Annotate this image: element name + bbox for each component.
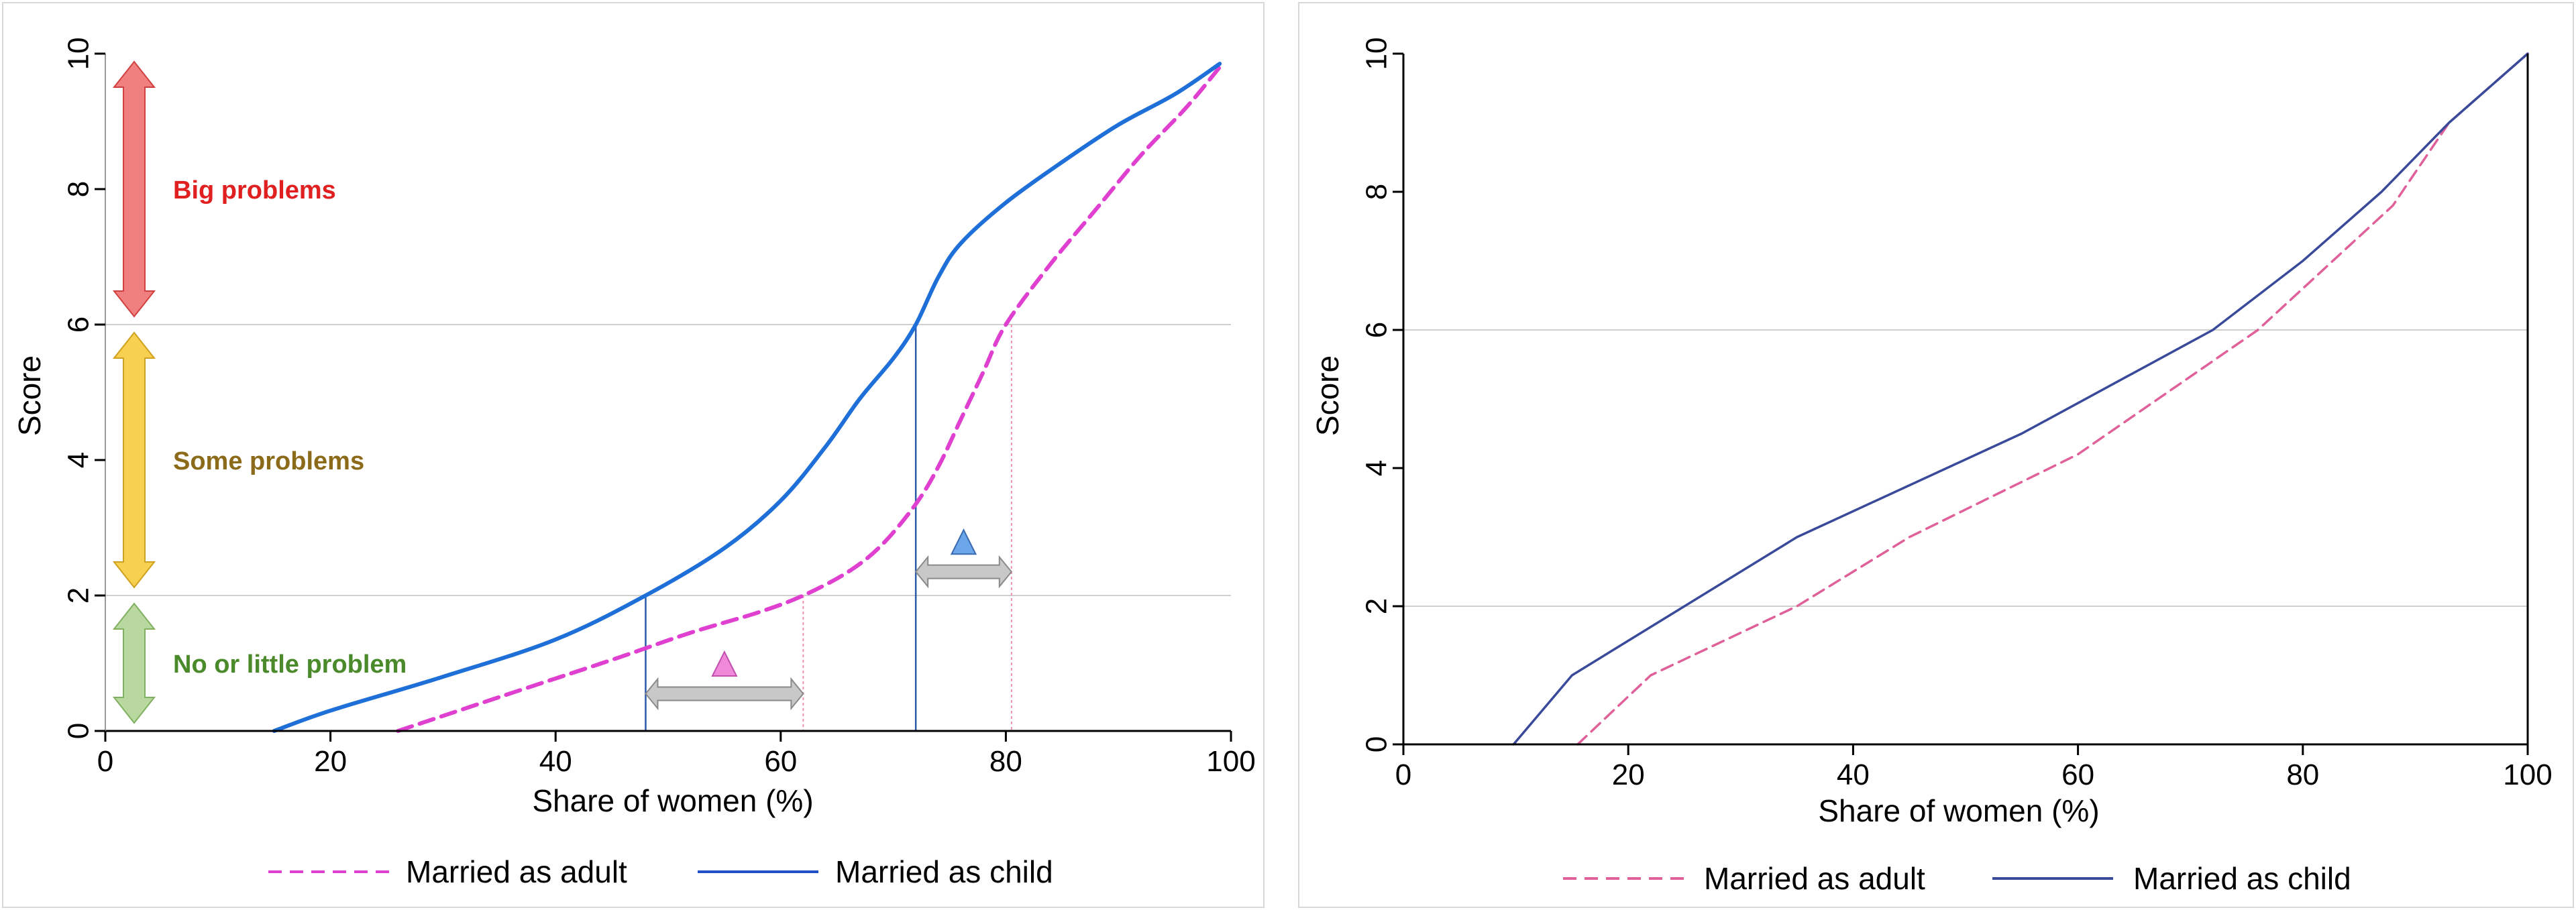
x-tick-label: 60 (764, 745, 797, 778)
series-line-married-as-child (272, 62, 1222, 733)
band-arrow-some-problems (112, 331, 156, 589)
right-legend: Married as adult Married as child (1563, 861, 2351, 896)
y-tick-label: 0 (62, 723, 95, 739)
left-legend: Married as adult Married as child (268, 854, 1053, 889)
series-line-married-as-adult (396, 65, 1222, 733)
left-axes: 0 20 40 60 80 100 0 2 4 6 8 10 (62, 38, 1256, 778)
y-tick-label: 10 (1360, 38, 1393, 70)
right-chart-frame (1298, 2, 2574, 908)
gap-arrow-score-6 (914, 555, 1013, 589)
x-tick-label: 40 (539, 745, 572, 778)
y-tick-label: 4 (1360, 460, 1393, 476)
gap-marker-blue-icon (950, 528, 977, 555)
y-tick-label: 8 (62, 181, 95, 197)
y-tick-label: 4 (62, 452, 95, 468)
left-annotations (645, 528, 1013, 711)
x-tick-label: 60 (2061, 758, 2094, 791)
x-tick-label: 20 (1612, 758, 1645, 791)
right-chart: 0 20 40 60 80 100 0 2 4 6 8 10 Share of women (%) S… (1298, 2, 2574, 908)
series-line-married-as-adult (1576, 52, 2529, 746)
x-tick-label: 0 (1395, 758, 1411, 791)
left-x-axis-title: Share of women (%) (532, 783, 813, 818)
legend-label-adult: Married as adult (1704, 861, 1925, 896)
band-arrow-no-or-little-problem (112, 602, 156, 724)
x-tick-label: 0 (97, 745, 113, 778)
legend-label-child: Married as child (2133, 861, 2351, 896)
x-tick-label: 80 (989, 745, 1022, 778)
right-series-lines (1512, 52, 2529, 746)
y-tick-label: 10 (62, 38, 95, 70)
x-tick-label: 40 (1837, 758, 1870, 791)
left-y-axis-title: Score (12, 355, 47, 436)
y-tick-label: 8 (1360, 184, 1393, 200)
x-tick-label: 100 (2503, 758, 2552, 791)
right-gridlines (1403, 329, 2528, 607)
right-x-axis-title: Share of women (%) (1818, 793, 2099, 828)
x-tick-label: 80 (2286, 758, 2319, 791)
left-series-lines (272, 62, 1222, 733)
series-line-married-as-child (1512, 52, 2529, 746)
gap-arrow-score-2 (645, 677, 804, 711)
band-label-no-or-little-problem: No or little problem (173, 650, 407, 679)
band-label-big-problems: Big problems (173, 176, 336, 205)
left-chart: Big problems Some problems No or little pr… (2, 2, 1265, 908)
left-problem-bands: Big problems Some problems No or little pr… (112, 60, 407, 724)
band-label-some-problems: Some problems (173, 447, 364, 475)
band-arrow-big-problems (112, 60, 156, 318)
left-guide-lines (645, 325, 1012, 731)
legend-label-child: Married as child (835, 854, 1053, 889)
y-tick-label: 6 (1360, 322, 1393, 338)
y-tick-label: 2 (1360, 598, 1393, 614)
right-y-axis-title: Score (1310, 355, 1345, 436)
gap-marker-pink-icon (711, 650, 738, 677)
y-tick-label: 2 (62, 587, 95, 604)
x-tick-label: 100 (1206, 745, 1255, 778)
legend-label-adult: Married as adult (406, 854, 627, 889)
left-gridlines (105, 324, 1231, 596)
x-tick-label: 20 (314, 745, 347, 778)
y-tick-label: 6 (62, 317, 95, 333)
right-axes: 0 20 40 60 80 100 0 2 4 6 8 10 (1360, 38, 2553, 791)
left-chart-frame (2, 2, 1265, 908)
y-tick-label: 0 (1360, 736, 1393, 752)
